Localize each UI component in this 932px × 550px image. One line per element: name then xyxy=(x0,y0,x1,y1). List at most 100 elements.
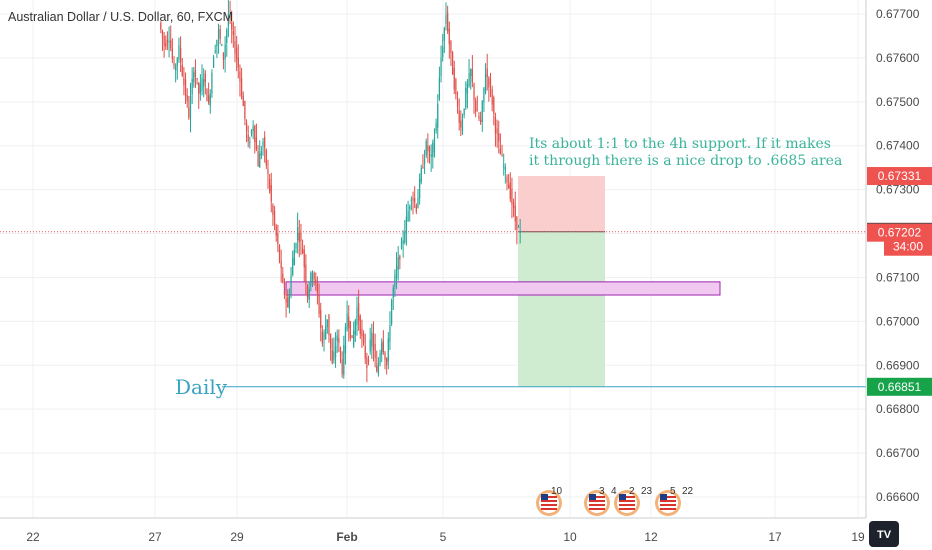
candle-body xyxy=(293,249,295,266)
candle-body xyxy=(433,137,436,153)
candle-body xyxy=(244,101,246,120)
candle-body xyxy=(489,78,492,86)
candle-body xyxy=(282,273,284,283)
candle-body xyxy=(277,232,279,245)
candle-body xyxy=(443,28,445,42)
candle-body xyxy=(417,198,419,209)
candle-body xyxy=(475,100,477,113)
candle-body xyxy=(447,12,449,32)
candle-body xyxy=(483,87,485,103)
flag-stripe xyxy=(619,508,635,510)
candle-body xyxy=(519,230,521,233)
time-axis-tick: 10 xyxy=(563,530,577,544)
candle-body xyxy=(362,333,365,344)
candle-body xyxy=(212,57,215,68)
candle-body xyxy=(183,77,185,86)
candle-body xyxy=(341,359,343,375)
flag-stripe xyxy=(660,508,676,510)
candle-body xyxy=(493,97,495,114)
candle-body xyxy=(191,78,193,95)
candle-body xyxy=(331,349,333,364)
candle-body xyxy=(204,73,206,82)
candle-body xyxy=(481,101,483,123)
candle-body xyxy=(399,256,401,260)
candle-body xyxy=(245,122,248,131)
candle-body xyxy=(389,325,391,342)
candle-body xyxy=(425,141,427,156)
candle-body xyxy=(494,116,497,134)
flag-canton xyxy=(619,494,626,500)
candle-body xyxy=(450,40,452,54)
event-marker-flag-icon[interactable]: 2 23 xyxy=(614,486,653,516)
candle-body xyxy=(310,272,312,286)
candle-body xyxy=(451,52,454,75)
candle-body xyxy=(226,29,228,43)
candle-body xyxy=(402,240,404,244)
candle-body xyxy=(175,65,177,71)
time-axis-tick: 19 xyxy=(851,530,865,544)
flag-stripe xyxy=(541,496,557,498)
candle-body xyxy=(468,73,470,86)
candle-body xyxy=(305,264,307,285)
candle-body xyxy=(476,110,478,112)
candle-body xyxy=(390,299,393,325)
candle-body xyxy=(194,69,197,77)
flag-stripe xyxy=(660,496,676,498)
candle-body xyxy=(254,125,256,143)
candle-body xyxy=(509,182,511,199)
candle-body xyxy=(329,333,332,349)
candle-body xyxy=(511,188,513,205)
flag-stripe xyxy=(619,504,635,506)
candle-body xyxy=(272,205,274,216)
candle-body xyxy=(239,71,241,82)
candle-body xyxy=(512,202,515,208)
candle-body xyxy=(448,28,450,45)
candle-body xyxy=(516,216,518,230)
candle-body xyxy=(371,332,373,347)
event-marker-count: 10 xyxy=(551,486,563,497)
candle-body xyxy=(298,232,300,242)
candle-body xyxy=(366,357,368,369)
candle-body xyxy=(252,126,254,132)
event-marker-flag-icon[interactable]: 10 xyxy=(536,486,563,516)
candle-body xyxy=(222,52,225,61)
candle-body xyxy=(470,69,472,77)
candle-body xyxy=(262,141,264,147)
candle-body xyxy=(336,335,338,341)
candle-body xyxy=(412,198,414,201)
candle-body xyxy=(382,340,384,353)
candle-body xyxy=(232,31,234,35)
price-label-text: 0.67202 xyxy=(878,226,922,240)
flag-canton xyxy=(660,494,667,500)
event-marker-flag-icon[interactable]: 5 22 xyxy=(655,486,694,516)
candle-body xyxy=(264,137,266,149)
candle-body xyxy=(349,321,352,339)
candle-body xyxy=(316,281,319,294)
price-axis-tick: 0.67400 xyxy=(876,139,920,153)
price-axis-tick: 0.67300 xyxy=(876,183,920,197)
candle-body xyxy=(176,58,178,66)
support-zone-box xyxy=(285,281,721,296)
candle-body xyxy=(415,205,417,212)
candle-body xyxy=(430,154,432,157)
candle-body xyxy=(418,178,421,199)
flag-stripe xyxy=(541,508,557,510)
candle-body xyxy=(386,358,388,366)
flag-stripe xyxy=(589,500,605,502)
candle-body xyxy=(236,47,238,60)
candle-body xyxy=(280,261,282,269)
candle-body xyxy=(193,71,195,83)
candle-body xyxy=(458,110,460,123)
price-axis-tick: 0.67600 xyxy=(876,51,920,65)
candle-body xyxy=(503,165,505,167)
candle-body xyxy=(367,360,370,362)
candle-body xyxy=(178,44,180,60)
candle-body xyxy=(292,258,294,276)
price-label-text: 34:00 xyxy=(893,240,923,254)
candle-body xyxy=(287,297,289,307)
flag-stripe xyxy=(589,496,605,498)
candle-body xyxy=(198,83,200,94)
candle-body xyxy=(211,72,213,94)
